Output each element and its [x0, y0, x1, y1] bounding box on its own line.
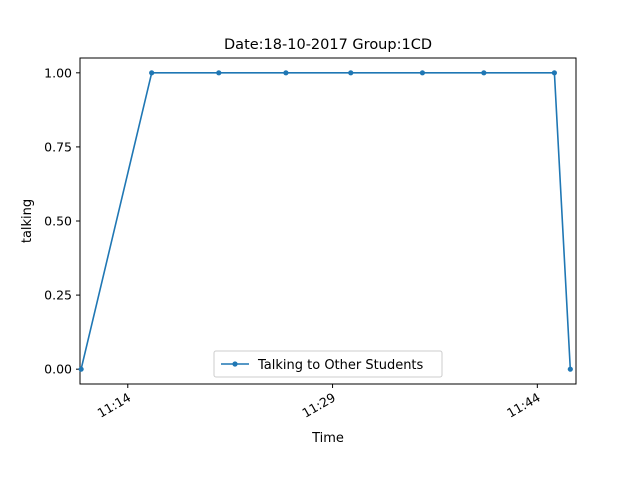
plot-area — [79, 57, 577, 385]
data-point — [567, 366, 573, 372]
y-tick-label: 0.75 — [44, 139, 72, 154]
data-point — [348, 70, 354, 76]
x-tick-label: 11:29 — [299, 390, 338, 421]
y-tick-label: 0.50 — [44, 214, 72, 229]
plot-frame — [79, 57, 577, 385]
legend-box — [213, 350, 443, 378]
data-point — [551, 70, 557, 76]
y-tick-label: 0.25 — [44, 288, 72, 303]
data-point — [419, 70, 426, 76]
x-axis-label: Time — [311, 431, 344, 446]
data-point — [149, 70, 155, 76]
x-tick-label: 11:44 — [504, 390, 543, 421]
y-axis-label: talking — [20, 199, 35, 243]
legend-label: Talking to Other Students — [257, 358, 424, 373]
y-axis-ticks: 0.00 0.25 0.50 0.75 1.00 — [44, 65, 80, 377]
data-point — [216, 70, 222, 76]
data-point — [481, 70, 487, 76]
data-point — [78, 366, 84, 372]
y-tick-label: 1.00 — [44, 65, 72, 80]
chart-title: Date:18-10-2017 Group:1CD — [224, 37, 432, 53]
x-tick-label: 11:14 — [95, 390, 134, 421]
legend: Talking to Other Students — [213, 350, 443, 378]
y-tick-label: 0.00 — [44, 362, 72, 377]
series-layer — [78, 70, 573, 372]
legend-marker — [232, 361, 238, 367]
series-line — [80, 72, 572, 370]
data-point — [283, 70, 289, 76]
x-axis-ticks: 11:14 11:29 11:44 — [95, 384, 543, 421]
